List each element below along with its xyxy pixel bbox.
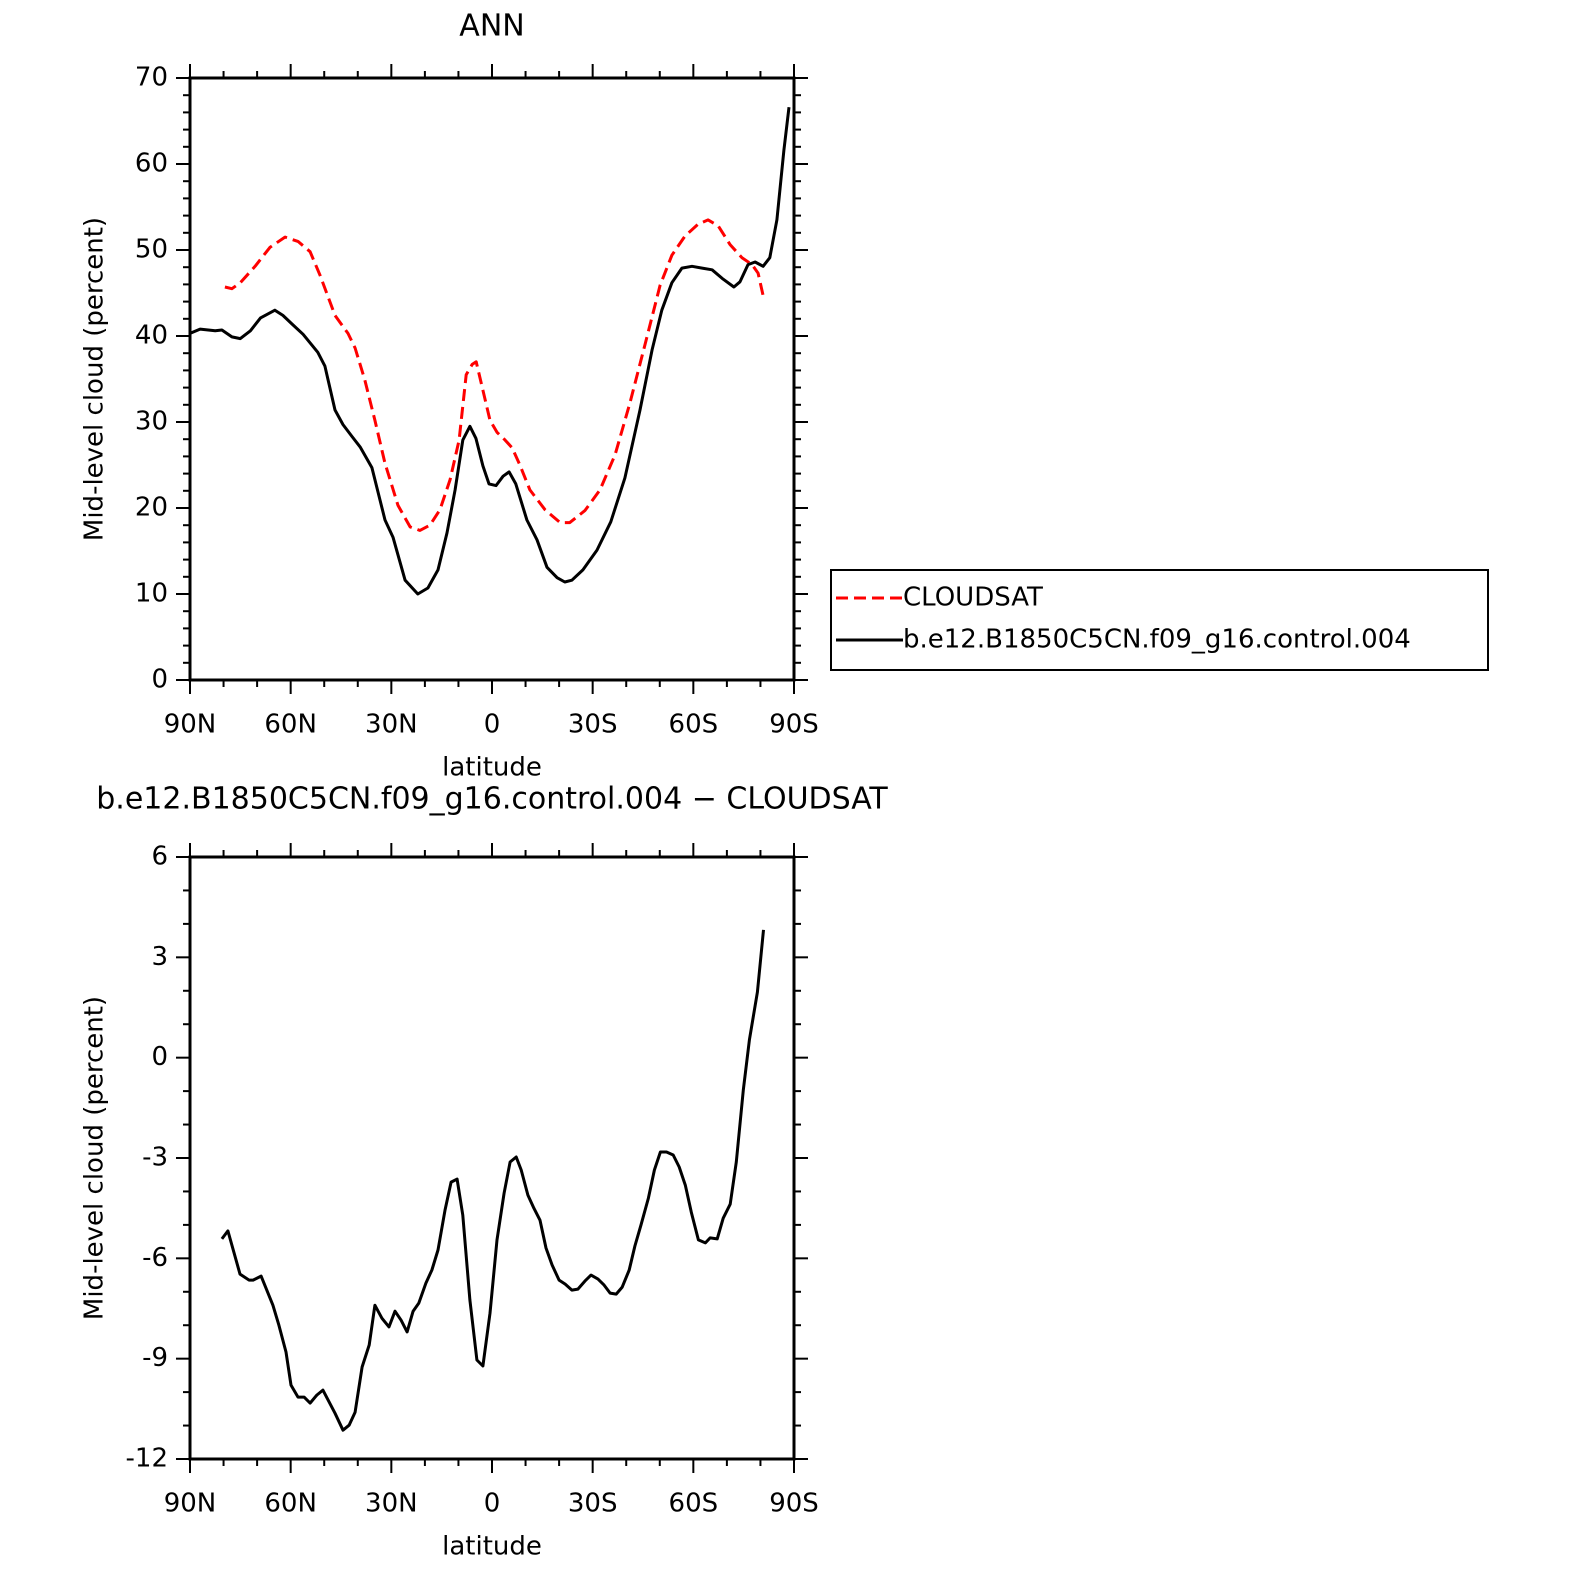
x-tick-label: 0 — [484, 1489, 501, 1519]
x-tick-label: 90N — [164, 1489, 217, 1519]
x-tick-label: 0 — [484, 710, 501, 740]
legend-box — [830, 569, 1489, 671]
y-tick-label: 20 — [135, 493, 168, 523]
x-tick-label: 30N — [365, 1489, 418, 1519]
x-tick-label: 60N — [264, 1489, 317, 1519]
x-axis-label: latitude — [442, 1532, 542, 1562]
y-tick-label: -3 — [142, 1143, 168, 1173]
x-tick-label: 90S — [769, 710, 819, 740]
y-tick-label: 40 — [135, 321, 168, 351]
y-tick-label: 30 — [135, 407, 168, 437]
y-tick-label: 6 — [151, 842, 168, 872]
plot-frame — [188, 76, 796, 682]
chart-title: ANN — [459, 9, 524, 44]
x-tick-label: 90N — [164, 710, 217, 740]
x-tick-label: 60N — [264, 710, 317, 740]
y-tick-label: 0 — [151, 665, 168, 695]
x-tick-label: 30S — [568, 1489, 618, 1519]
y-tick-label: 3 — [151, 942, 168, 972]
plot-frame — [188, 855, 796, 1461]
legend-label: b.e12.B1850C5CN.f09_g16.control.004 — [903, 625, 1411, 655]
y-axis-label: Mid-level cloud (percent) — [80, 217, 110, 541]
data-line — [224, 218, 766, 532]
chart-title: b.e12.B1850C5CN.f09_g16.control.004 − CL… — [96, 782, 888, 817]
y-tick-label: 0 — [151, 1042, 168, 1072]
y-tick-label: 60 — [135, 149, 168, 179]
y-tick-label: -12 — [126, 1444, 168, 1474]
y-tick-label: -9 — [142, 1343, 168, 1373]
x-tick-label: 90S — [769, 1489, 819, 1519]
y-tick-label: -6 — [142, 1243, 168, 1273]
data-line — [189, 107, 791, 596]
y-axis-label: Mid-level cloud (percent) — [80, 996, 110, 1320]
y-tick-label: 50 — [135, 235, 168, 265]
x-tick-label: 30S — [568, 710, 618, 740]
x-tick-label: 30N — [365, 710, 418, 740]
data-line — [220, 929, 765, 1432]
y-tick-label: 10 — [135, 579, 168, 609]
x-axis-label: latitude — [442, 753, 542, 783]
x-tick-label: 60S — [669, 1489, 719, 1519]
y-tick-label: 70 — [135, 63, 168, 93]
x-tick-label: 60S — [669, 710, 719, 740]
legend-label: CLOUDSAT — [903, 583, 1043, 613]
